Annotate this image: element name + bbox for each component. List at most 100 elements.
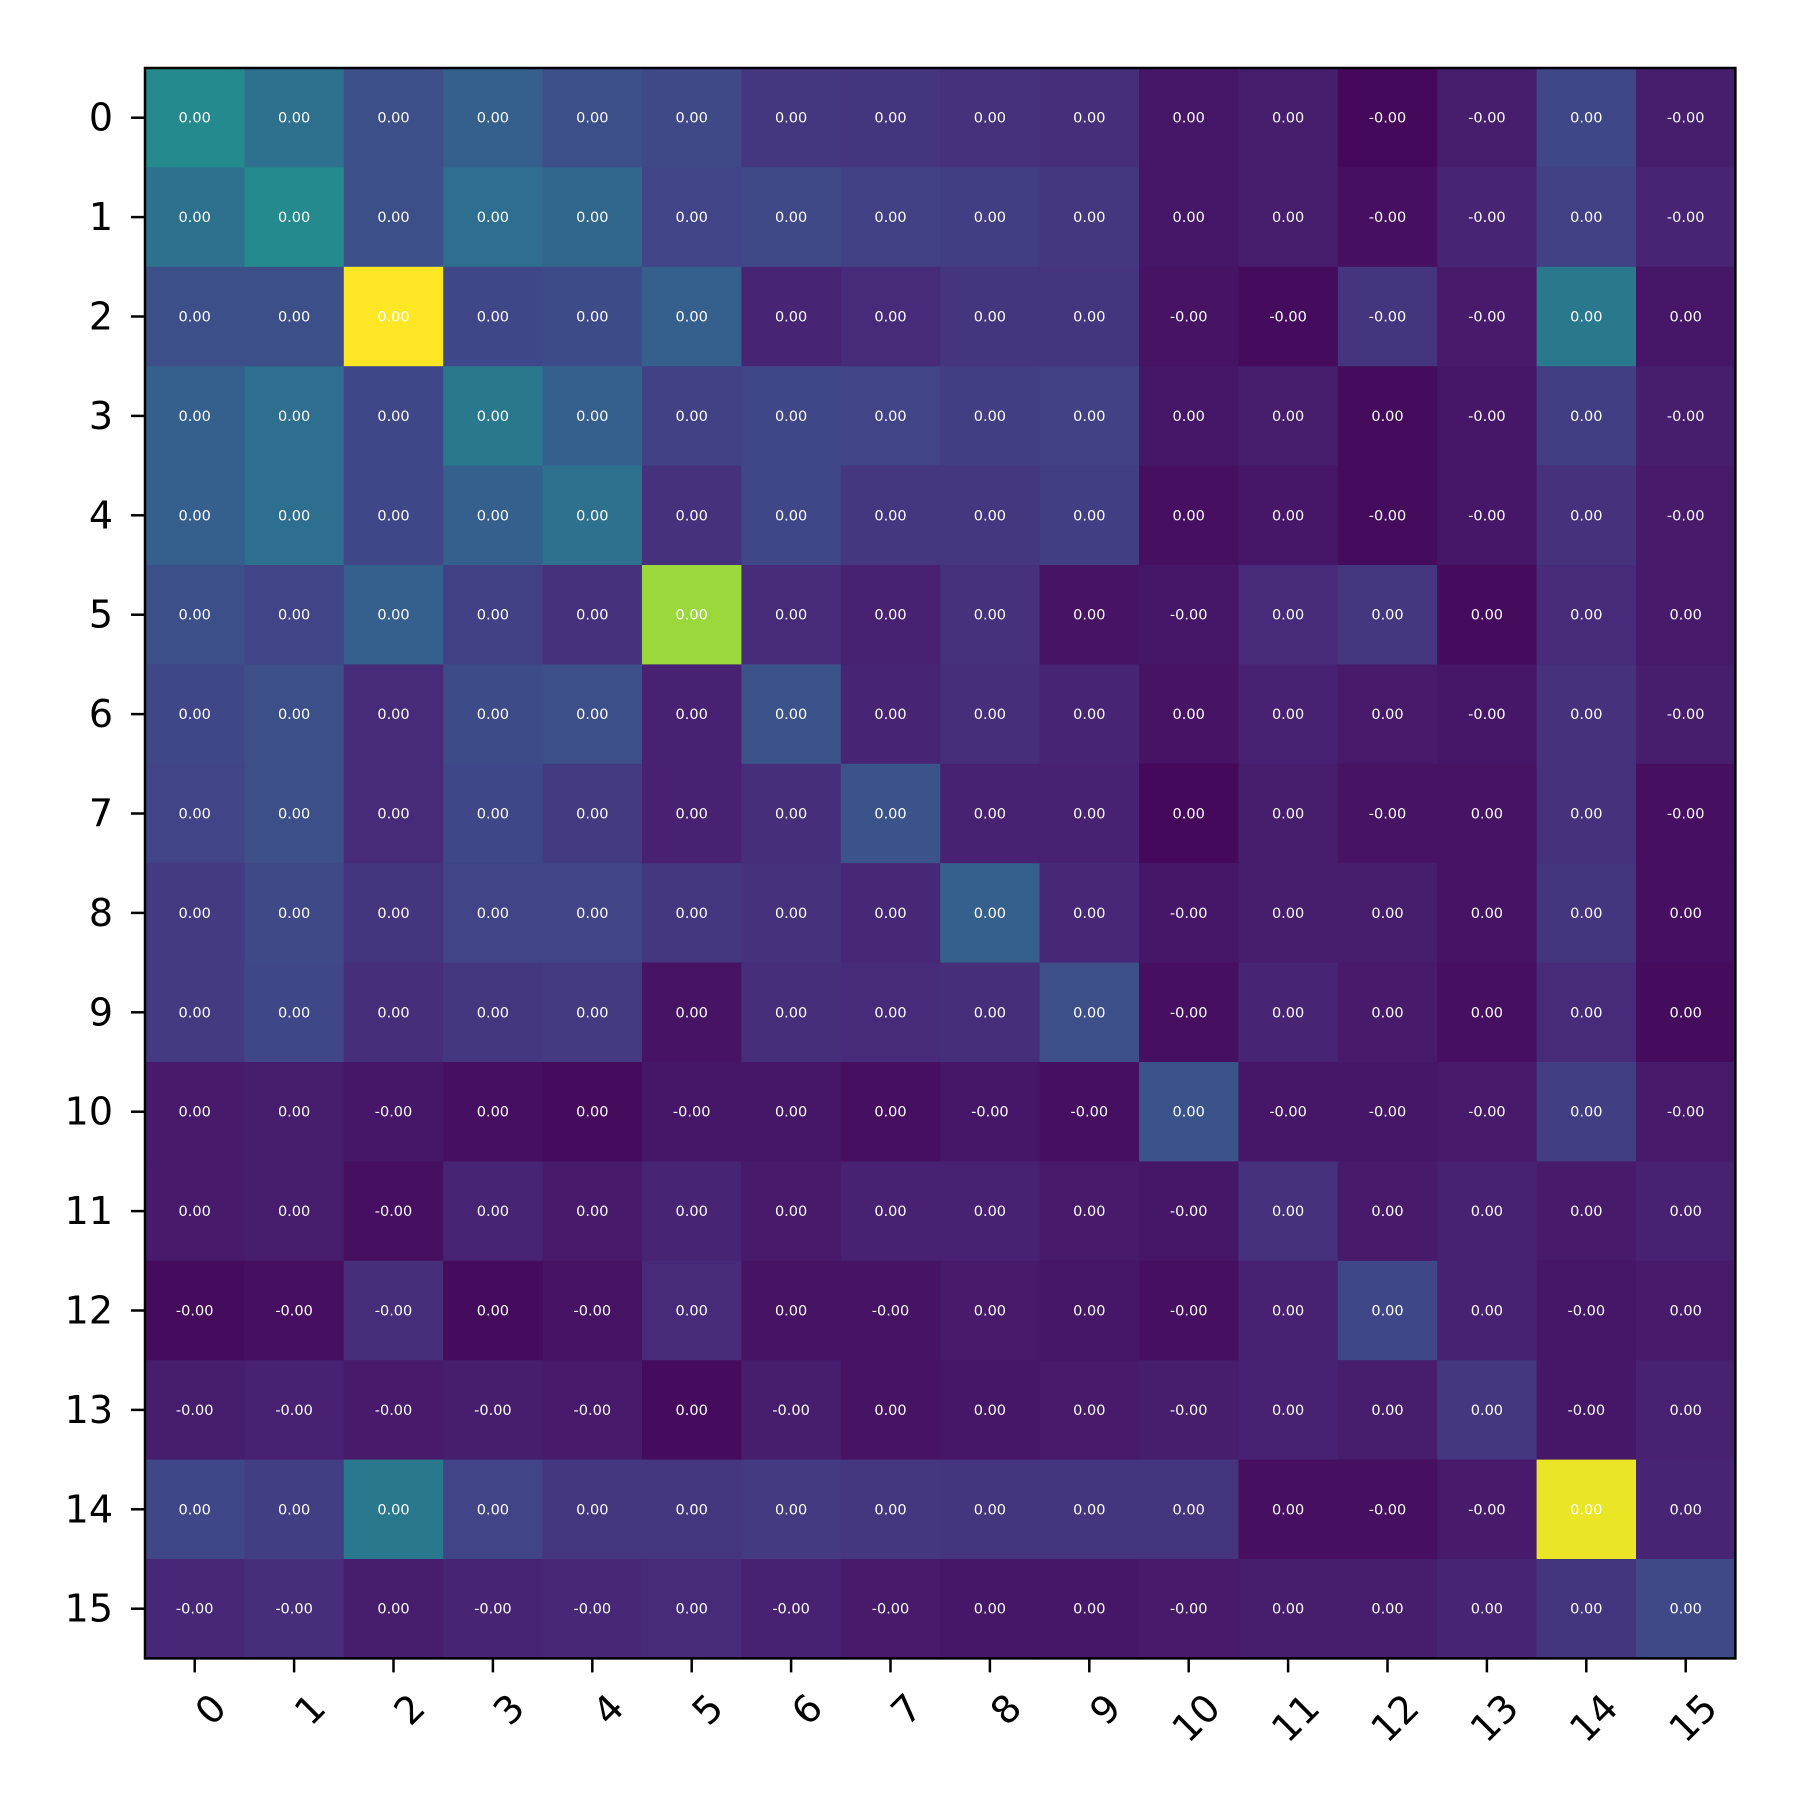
heatmap-cell	[940, 1161, 1041, 1262]
cell-value-label: 0.00	[179, 1204, 211, 1220]
heatmap-cell	[1039, 1360, 1140, 1461]
cell-value-label: 0.00	[1073, 707, 1105, 723]
heatmap-cell	[1337, 1260, 1438, 1361]
cell-value-label: 0.00	[775, 111, 807, 127]
heatmap-cell	[940, 664, 1041, 765]
cell-value-label: 0.00	[1272, 409, 1304, 425]
heatmap-cell	[840, 266, 941, 367]
heatmap-cell	[642, 68, 742, 168]
heatmap-cell	[343, 1062, 444, 1162]
cell-value-label: -0.00	[375, 1204, 413, 1220]
x-tick-label: 5	[684, 1685, 732, 1733]
cell-value-label: 0.00	[874, 1105, 906, 1121]
cell-value-label: 0.00	[1670, 906, 1702, 922]
cell-value-label: 0.00	[1272, 608, 1304, 624]
heatmap-cell	[1238, 1360, 1339, 1461]
heatmap-cell	[741, 266, 842, 367]
heatmap-cell	[1238, 167, 1339, 268]
heatmap-cell	[145, 1459, 245, 1560]
cell-value-label: 0.00	[775, 210, 807, 226]
heatmap-cell	[145, 266, 245, 367]
cell-value-label: 0.00	[1073, 807, 1105, 823]
cell-value-label: 0.00	[1073, 310, 1105, 326]
cell-value-label: 0.00	[179, 1005, 211, 1021]
cell-value-label: 0.00	[1471, 608, 1503, 624]
heatmap-cell	[244, 763, 345, 864]
x-tick-label: 4	[584, 1685, 632, 1733]
cell-value-label: 0.00	[874, 310, 906, 326]
heatmap-cell	[542, 465, 643, 566]
heatmap-cell	[542, 167, 643, 268]
cell-value-label: 0.00	[775, 906, 807, 922]
cell-value-label: 0.00	[1570, 508, 1602, 524]
x-tick-label: 12	[1362, 1685, 1427, 1750]
cell-value-label: 0.00	[1670, 1502, 1702, 1518]
cell-value-label: -0.00	[971, 1105, 1009, 1121]
plot-frame	[143, 66, 1737, 1660]
heatmap-cell	[542, 664, 643, 765]
cell-value-label: 0.00	[1173, 1105, 1205, 1121]
cell-value-label: 0.00	[1173, 807, 1205, 823]
heatmap-cell	[940, 1459, 1041, 1560]
cell-value-label: -0.00	[1468, 1502, 1506, 1518]
heatmap-cell	[145, 962, 245, 1063]
cell-value-label: 0.00	[1570, 807, 1602, 823]
heatmap-cell	[1636, 962, 1736, 1063]
heatmap-cell	[840, 366, 941, 467]
heatmap-cell	[244, 1360, 345, 1461]
cell-value-label: 0.00	[974, 1005, 1006, 1021]
heatmap-cell	[1238, 266, 1339, 367]
heatmap-cell	[1039, 1260, 1140, 1361]
heatmap-cell	[741, 68, 842, 168]
cell-value-label: -0.00	[1468, 1105, 1506, 1121]
cell-value-label: 0.00	[1073, 111, 1105, 127]
cell-value-label: 0.00	[1173, 508, 1205, 524]
heatmap-cell	[443, 863, 544, 964]
cell-value-label: 0.00	[278, 1005, 310, 1021]
heatmap-cell	[1536, 68, 1637, 168]
heatmap-cell	[443, 1360, 544, 1461]
heatmap-cell	[1039, 1062, 1140, 1162]
cell-value-label: 0.00	[1670, 608, 1702, 624]
cell-value-label: 0.00	[676, 1005, 708, 1021]
x-tick-label: 10	[1164, 1685, 1229, 1750]
cell-value-label: -0.00	[1071, 1105, 1109, 1121]
cell-value-label: 0.00	[1073, 409, 1105, 425]
x-tick-label: 3	[485, 1685, 533, 1733]
heatmap-cell	[1437, 1062, 1538, 1162]
heatmap-cell	[443, 763, 544, 864]
heatmap-cell	[1536, 1459, 1637, 1560]
cell-value-label: 0.00	[377, 1602, 409, 1618]
heatmap-cell	[1039, 167, 1140, 268]
heatmap-cell	[940, 1559, 1041, 1659]
cell-value-label: 0.00	[377, 906, 409, 922]
heatmap-cell	[1139, 68, 1239, 168]
cell-value-label: 0.00	[1272, 1403, 1304, 1419]
cell-value-label: 0.00	[377, 111, 409, 127]
cell-value-label: 0.00	[477, 906, 509, 922]
cell-value-label: -0.00	[1369, 111, 1407, 127]
cell-value-label: 0.00	[1570, 608, 1602, 624]
cell-value-label: -0.00	[1369, 807, 1407, 823]
heatmap-cell	[1139, 465, 1239, 566]
cell-value-label: 0.00	[676, 210, 708, 226]
heatmap-cell	[1636, 763, 1736, 864]
cell-value-label: 0.00	[1570, 310, 1602, 326]
cell-value-label: 0.00	[278, 1105, 310, 1121]
heatmap-cell	[940, 266, 1041, 367]
cell-value-label: -0.00	[275, 1602, 313, 1618]
cell-value-label: 0.00	[477, 409, 509, 425]
heatmap-cell	[1437, 863, 1538, 964]
heatmap-cell	[1437, 1360, 1538, 1461]
heatmap-cell	[840, 565, 941, 665]
cell-value-label: 0.00	[1073, 210, 1105, 226]
cell-value-label: 0.00	[974, 707, 1006, 723]
heatmap-cell	[741, 863, 842, 964]
heatmap-cell	[244, 1459, 345, 1560]
heatmap-cell	[1139, 266, 1239, 367]
heatmap-cell	[1636, 664, 1736, 765]
cell-value-label: 0.00	[1272, 210, 1304, 226]
cell-value-label: 0.00	[576, 906, 608, 922]
cell-value-label: -0.00	[1568, 1403, 1606, 1419]
heatmap-cell	[1039, 465, 1140, 566]
